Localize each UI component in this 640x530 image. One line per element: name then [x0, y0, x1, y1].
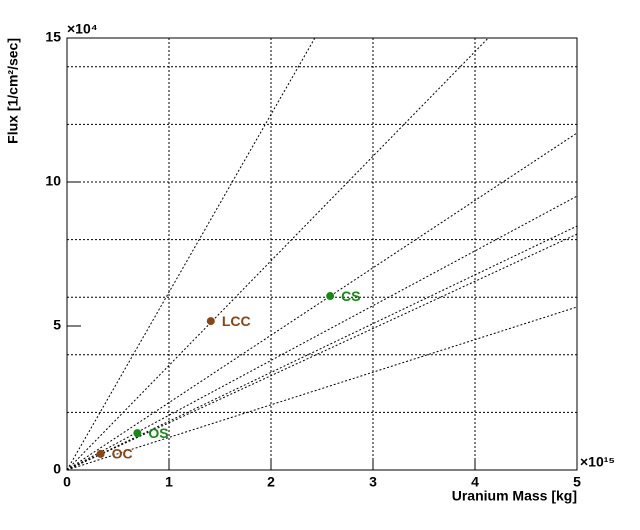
- x-tick-label: 1: [165, 474, 173, 490]
- y-tick-label: 0: [53, 461, 61, 477]
- point-label: CS: [341, 288, 360, 304]
- x-tick-label: 3: [369, 474, 377, 490]
- ratio-line: [66, 37, 316, 471]
- x-axis-title: Uranium Mass [kg]: [452, 488, 577, 504]
- ratio-line: [66, 195, 578, 471]
- ratio-line: [66, 132, 578, 471]
- x-tick-label: 4: [471, 474, 479, 490]
- x-multiplier: ×10¹⁵: [580, 454, 615, 470]
- ratio-line: [66, 37, 489, 471]
- plot-frame: [66, 37, 578, 471]
- data-point: [206, 317, 215, 326]
- data-point: [96, 449, 105, 458]
- ratio-line: [66, 306, 578, 471]
- y-tick-label: 10: [45, 173, 61, 189]
- y-tick-label: 15: [45, 29, 61, 45]
- x-tick-label: 5: [573, 474, 581, 490]
- x-tick-label: 0: [63, 474, 71, 490]
- y-multiplier: ×10⁴: [67, 21, 98, 37]
- point-label: OC: [112, 446, 133, 462]
- y-tick-label: 5: [53, 317, 61, 333]
- point-label: LCC: [222, 313, 251, 329]
- data-point: [326, 292, 335, 301]
- y-axis-title: Flux [1/cm²/sec]: [5, 38, 21, 144]
- ratio-line: [66, 225, 578, 471]
- point-label: OS: [148, 425, 168, 441]
- x-tick-label: 2: [267, 474, 275, 490]
- ratio-line: [66, 233, 578, 471]
- data-point: [133, 429, 142, 438]
